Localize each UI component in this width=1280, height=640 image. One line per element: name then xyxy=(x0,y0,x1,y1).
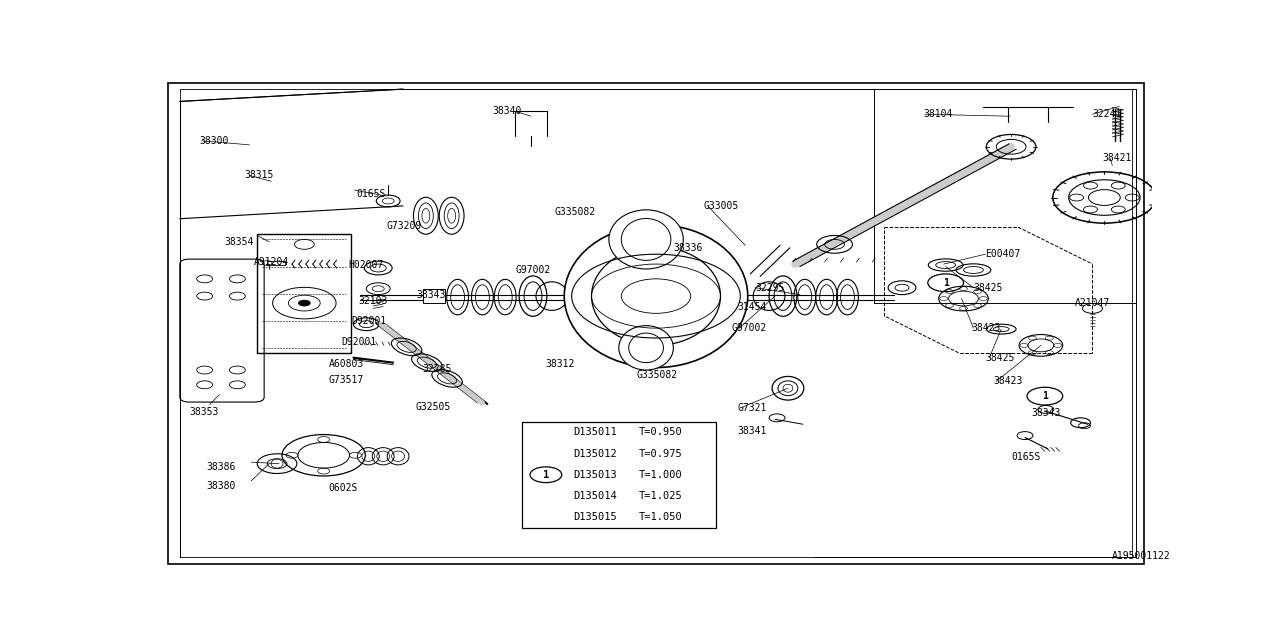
Text: T=0.975: T=0.975 xyxy=(639,449,684,458)
Text: 38341: 38341 xyxy=(737,426,767,436)
Text: 38343: 38343 xyxy=(416,290,445,300)
Ellipse shape xyxy=(621,218,671,260)
Text: A21047: A21047 xyxy=(1075,298,1110,307)
Text: 31454: 31454 xyxy=(737,303,767,312)
Text: T=0.950: T=0.950 xyxy=(639,428,684,437)
Text: 38104: 38104 xyxy=(924,109,954,119)
Text: 38353: 38353 xyxy=(189,407,219,417)
Text: 38425: 38425 xyxy=(986,353,1015,363)
Text: G97002: G97002 xyxy=(731,323,767,333)
Text: T=1.000: T=1.000 xyxy=(639,470,684,480)
Text: 32295: 32295 xyxy=(755,283,785,292)
Text: 38300: 38300 xyxy=(200,136,229,146)
Text: T=1.050: T=1.050 xyxy=(639,512,684,522)
Ellipse shape xyxy=(609,210,684,269)
Ellipse shape xyxy=(591,247,721,346)
Text: 1: 1 xyxy=(943,278,948,288)
Bar xyxy=(582,314,594,328)
Bar xyxy=(579,327,596,334)
Text: G32505: G32505 xyxy=(416,402,451,412)
Text: 0165S: 0165S xyxy=(356,189,385,199)
Text: 38336: 38336 xyxy=(673,243,703,253)
Bar xyxy=(257,234,352,353)
Text: 0165S: 0165S xyxy=(1011,452,1041,462)
Bar xyxy=(268,261,285,265)
Text: 38386: 38386 xyxy=(206,462,236,472)
Text: D135012: D135012 xyxy=(573,449,617,458)
Text: 38340: 38340 xyxy=(493,106,522,116)
Text: 32285: 32285 xyxy=(422,364,452,374)
Text: 38312: 38312 xyxy=(545,358,575,369)
Text: G97002: G97002 xyxy=(515,265,550,275)
Text: 38354: 38354 xyxy=(224,237,253,247)
Text: 1: 1 xyxy=(1042,391,1048,401)
Text: E00407: E00407 xyxy=(986,249,1020,259)
Text: 38315: 38315 xyxy=(244,170,274,180)
Text: A195001122: A195001122 xyxy=(1112,551,1171,561)
Text: 32241: 32241 xyxy=(1093,109,1121,119)
Text: H02007: H02007 xyxy=(348,260,384,270)
Ellipse shape xyxy=(618,326,673,370)
Text: 38425: 38425 xyxy=(973,283,1002,292)
Circle shape xyxy=(298,300,310,306)
Text: G33005: G33005 xyxy=(704,201,739,211)
Text: D135015: D135015 xyxy=(573,512,617,522)
Text: 1: 1 xyxy=(543,470,549,480)
Text: D92001: D92001 xyxy=(352,316,387,326)
Text: 38423: 38423 xyxy=(993,376,1023,387)
Text: 0602S: 0602S xyxy=(329,483,358,493)
Text: 38423: 38423 xyxy=(972,323,1001,333)
Bar xyxy=(422,289,444,303)
Ellipse shape xyxy=(628,333,663,363)
Text: 38343: 38343 xyxy=(1030,408,1060,418)
Text: G335082: G335082 xyxy=(554,207,596,218)
Text: A91204: A91204 xyxy=(255,257,289,267)
Text: G335082: G335082 xyxy=(636,370,677,380)
Text: 38421: 38421 xyxy=(1102,153,1132,163)
Text: A60803: A60803 xyxy=(329,358,364,369)
Ellipse shape xyxy=(564,225,748,367)
Text: 32103: 32103 xyxy=(358,296,388,306)
Text: G7321: G7321 xyxy=(737,403,767,413)
Text: D135014: D135014 xyxy=(573,491,617,501)
Text: G73517: G73517 xyxy=(329,375,364,385)
Bar xyxy=(522,422,716,528)
Text: D92001: D92001 xyxy=(342,337,376,347)
Text: 38380: 38380 xyxy=(206,481,236,491)
Text: D135011: D135011 xyxy=(573,428,617,437)
Text: D135013: D135013 xyxy=(573,470,617,480)
Text: T=1.025: T=1.025 xyxy=(639,491,684,501)
Text: G73209: G73209 xyxy=(387,221,421,230)
